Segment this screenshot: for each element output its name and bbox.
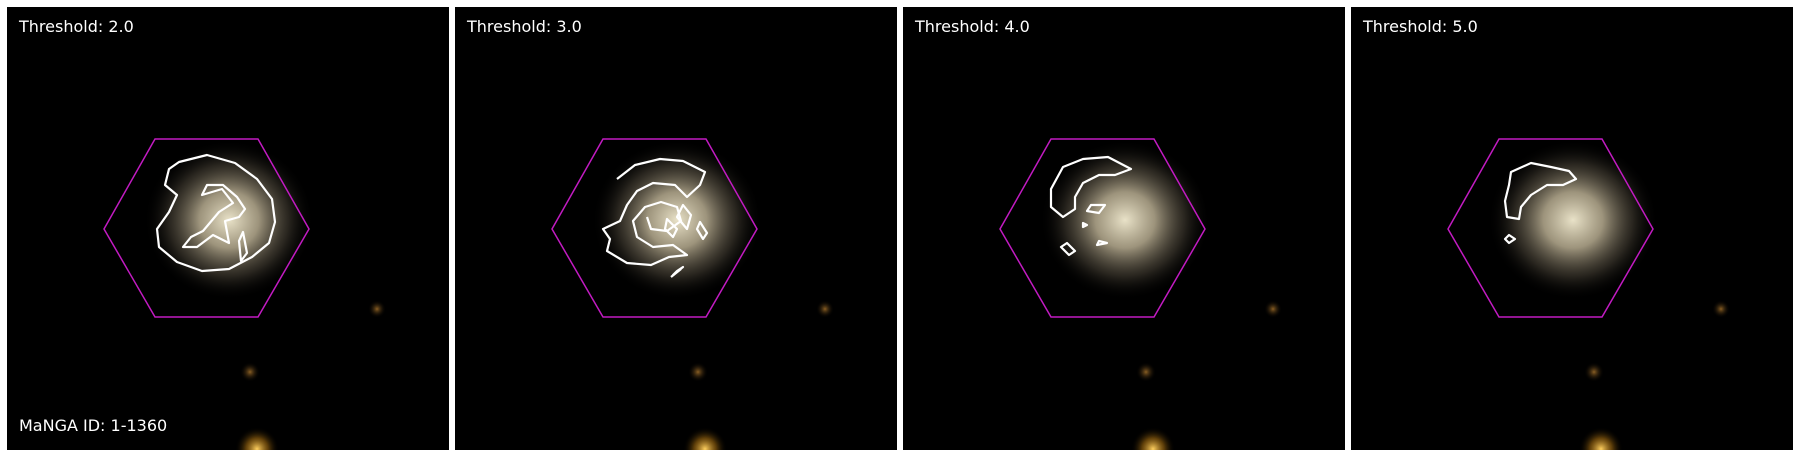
background-star bbox=[240, 362, 260, 382]
background-star bbox=[1136, 362, 1156, 382]
background-star bbox=[1264, 300, 1282, 318]
background-star bbox=[816, 300, 834, 318]
threshold-label: Threshold: 5.0 bbox=[1362, 17, 1478, 36]
manga-id-label: MaNGA ID: 1-1360 bbox=[19, 416, 167, 435]
threshold-contour bbox=[1049, 155, 1133, 257]
galaxy-image-panel-2: Threshold: 3.0 bbox=[455, 7, 897, 450]
threshold-label: Threshold: 3.0 bbox=[466, 17, 582, 36]
background-star bbox=[683, 427, 727, 450]
galaxy-image-panel-1: Threshold: 2.0 MaNGA ID: 1-1360 bbox=[7, 7, 449, 450]
threshold-label: Threshold: 2.0 bbox=[18, 17, 134, 36]
threshold-label: Threshold: 4.0 bbox=[914, 17, 1030, 36]
background-star bbox=[688, 362, 708, 382]
ifu-hexagon-footprint bbox=[999, 138, 1206, 318]
background-star bbox=[1131, 427, 1175, 450]
galaxy-glow bbox=[1040, 140, 1210, 300]
galaxy-image-panel-3: Threshold: 4.0 bbox=[903, 7, 1345, 450]
galaxy-glow bbox=[592, 140, 762, 300]
panel-threshold-2: Threshold: 2.0 MaNGA ID: 1-1360 bbox=[7, 7, 449, 450]
background-star bbox=[1712, 300, 1730, 318]
background-star bbox=[235, 427, 279, 450]
threshold-contour bbox=[1503, 161, 1578, 245]
panel-threshold-3: Threshold: 3.0 bbox=[455, 7, 897, 450]
background-star bbox=[1579, 427, 1623, 450]
threshold-contour bbox=[155, 153, 277, 273]
ifu-hexagon-footprint bbox=[103, 138, 310, 318]
galaxy-glow bbox=[1488, 140, 1658, 300]
background-star bbox=[368, 300, 386, 318]
panel-threshold-5: Threshold: 5.0 bbox=[1351, 7, 1793, 450]
galaxy-image-panel-4: Threshold: 5.0 bbox=[1351, 7, 1793, 450]
threshold-contour bbox=[601, 157, 709, 278]
panel-threshold-4: Threshold: 4.0 bbox=[903, 7, 1345, 450]
ifu-hexagon-footprint bbox=[551, 138, 758, 318]
background-star bbox=[1584, 362, 1604, 382]
ifu-hexagon-footprint bbox=[1447, 138, 1654, 318]
